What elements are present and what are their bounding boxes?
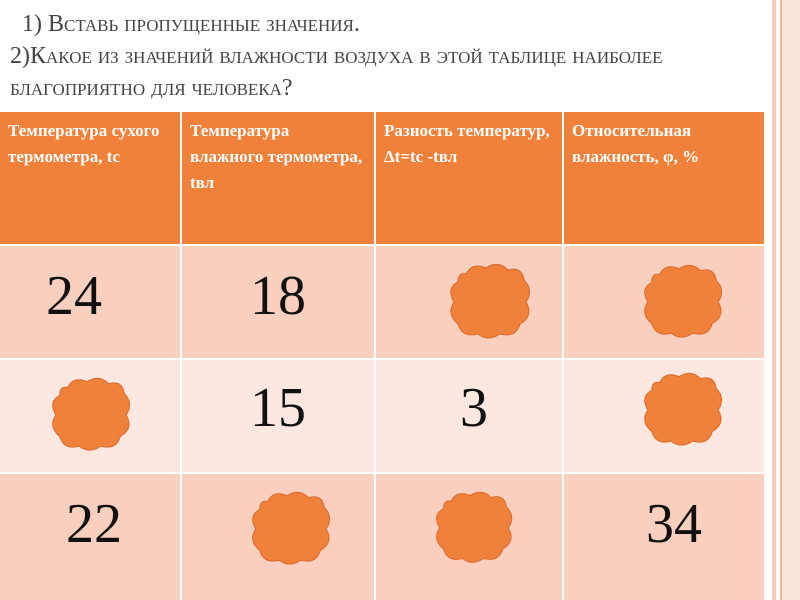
hidden-value-blob bbox=[52, 377, 131, 451]
column-divider bbox=[562, 112, 564, 600]
slide-title: 1) Вставь пропущенные значения. 2)Какое … bbox=[10, 8, 760, 104]
cell-r1-dry: 24 bbox=[46, 265, 102, 327]
column-divider bbox=[374, 112, 376, 600]
row-divider bbox=[0, 472, 764, 474]
table-row bbox=[0, 474, 764, 600]
hidden-value-blob bbox=[644, 264, 723, 338]
cell-r2-wet: 15 bbox=[250, 377, 306, 439]
header-wet-temp: Температура влажного термометра, tвл bbox=[190, 121, 363, 192]
hidden-value-blob bbox=[644, 372, 723, 446]
humidity-table: Температура сухого термометра, tс Темпер… bbox=[0, 112, 764, 600]
row-divider bbox=[0, 244, 764, 246]
cell-r1-wet: 18 bbox=[250, 265, 306, 327]
cell-r3-humidity: 34 bbox=[646, 493, 702, 555]
header-rel-humidity: Относительная влажность, φ, % bbox=[572, 121, 700, 166]
table-row bbox=[0, 246, 764, 358]
row-divider bbox=[0, 358, 764, 360]
table-row bbox=[0, 360, 764, 472]
cell-r3-dry: 22 bbox=[66, 493, 122, 555]
title-line-2: 2)Какое из значений влажности воздуха в … bbox=[10, 43, 663, 69]
title-line-1: 1) Вставь пропущенные значения. bbox=[22, 11, 360, 37]
hidden-value-blob bbox=[252, 491, 331, 565]
header-temp-diff: Разность температур, Δt=tс -tвл bbox=[384, 121, 550, 166]
header-dry-temp: Температура сухого термометра, tс bbox=[8, 121, 160, 166]
hidden-value-blob bbox=[436, 491, 513, 563]
cell-r2-diff: 3 bbox=[460, 377, 488, 439]
column-divider bbox=[180, 112, 182, 600]
title-line-3: благоприятно для человека? bbox=[10, 75, 293, 101]
table-header-row: Температура сухого термометра, tс Темпер… bbox=[0, 112, 764, 244]
hidden-value-blob bbox=[450, 264, 530, 339]
slide-edge-decoration bbox=[762, 0, 800, 600]
